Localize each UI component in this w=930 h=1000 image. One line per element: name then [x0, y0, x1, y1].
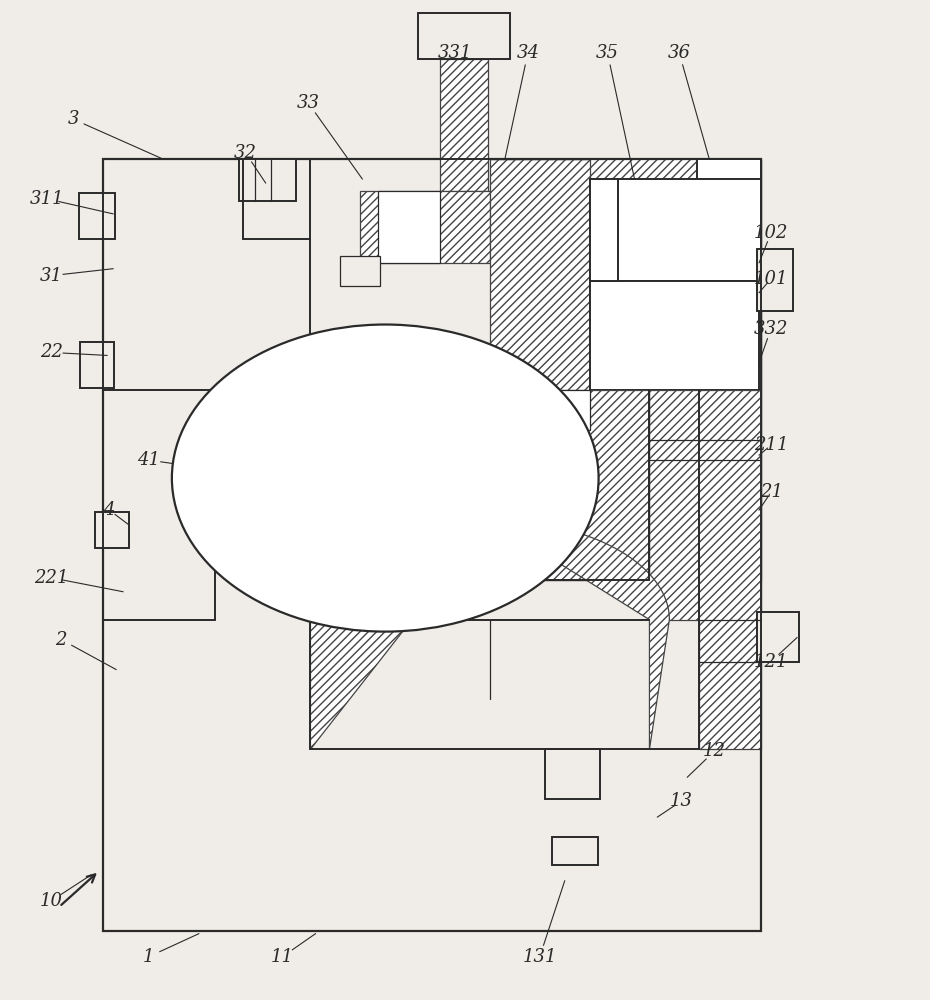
Text: 102: 102 — [754, 224, 789, 242]
Bar — [418, 13, 510, 59]
Text: 11: 11 — [271, 948, 294, 966]
Text: 21: 21 — [760, 483, 782, 501]
Text: 211: 211 — [754, 436, 789, 454]
Bar — [551, 837, 598, 865]
Text: 1: 1 — [143, 948, 154, 966]
Polygon shape — [440, 59, 488, 191]
Text: 101: 101 — [754, 270, 789, 288]
Text: 41: 41 — [138, 451, 161, 469]
Text: 34: 34 — [516, 44, 539, 62]
Text: 221: 221 — [34, 569, 69, 587]
Polygon shape — [311, 520, 490, 749]
Text: 32: 32 — [234, 144, 258, 162]
Bar — [379, 191, 440, 263]
Text: 131: 131 — [523, 948, 557, 966]
Text: 332: 332 — [754, 320, 789, 338]
Text: 12: 12 — [703, 742, 725, 760]
Text: 4: 4 — [103, 501, 114, 519]
Text: 33: 33 — [297, 94, 320, 112]
Bar — [618, 179, 761, 281]
Text: 13: 13 — [670, 792, 693, 810]
Text: 10: 10 — [40, 892, 62, 910]
Polygon shape — [360, 191, 490, 263]
Bar — [698, 159, 761, 223]
Bar — [757, 249, 793, 311]
Text: 2: 2 — [56, 631, 67, 649]
Text: 35: 35 — [596, 44, 619, 62]
Bar — [490, 390, 590, 430]
Polygon shape — [490, 520, 670, 749]
Ellipse shape — [172, 325, 599, 632]
Text: 36: 36 — [668, 44, 691, 62]
Bar — [490, 430, 510, 460]
Polygon shape — [490, 390, 649, 580]
Bar — [79, 193, 115, 239]
Polygon shape — [490, 159, 761, 580]
Polygon shape — [649, 390, 761, 749]
Text: 22: 22 — [40, 343, 62, 361]
Bar — [590, 179, 618, 281]
Text: 31: 31 — [40, 267, 62, 285]
Bar — [103, 159, 761, 931]
Bar — [239, 159, 296, 201]
Text: 311: 311 — [30, 190, 64, 208]
Bar — [545, 749, 600, 799]
Text: 3: 3 — [67, 110, 79, 128]
Bar — [340, 256, 380, 286]
Bar — [95, 512, 129, 548]
Text: 331: 331 — [438, 44, 472, 62]
Bar — [80, 342, 114, 388]
Bar — [757, 612, 799, 662]
Text: 121: 121 — [754, 653, 789, 671]
Polygon shape — [490, 159, 761, 580]
Bar — [590, 281, 759, 390]
